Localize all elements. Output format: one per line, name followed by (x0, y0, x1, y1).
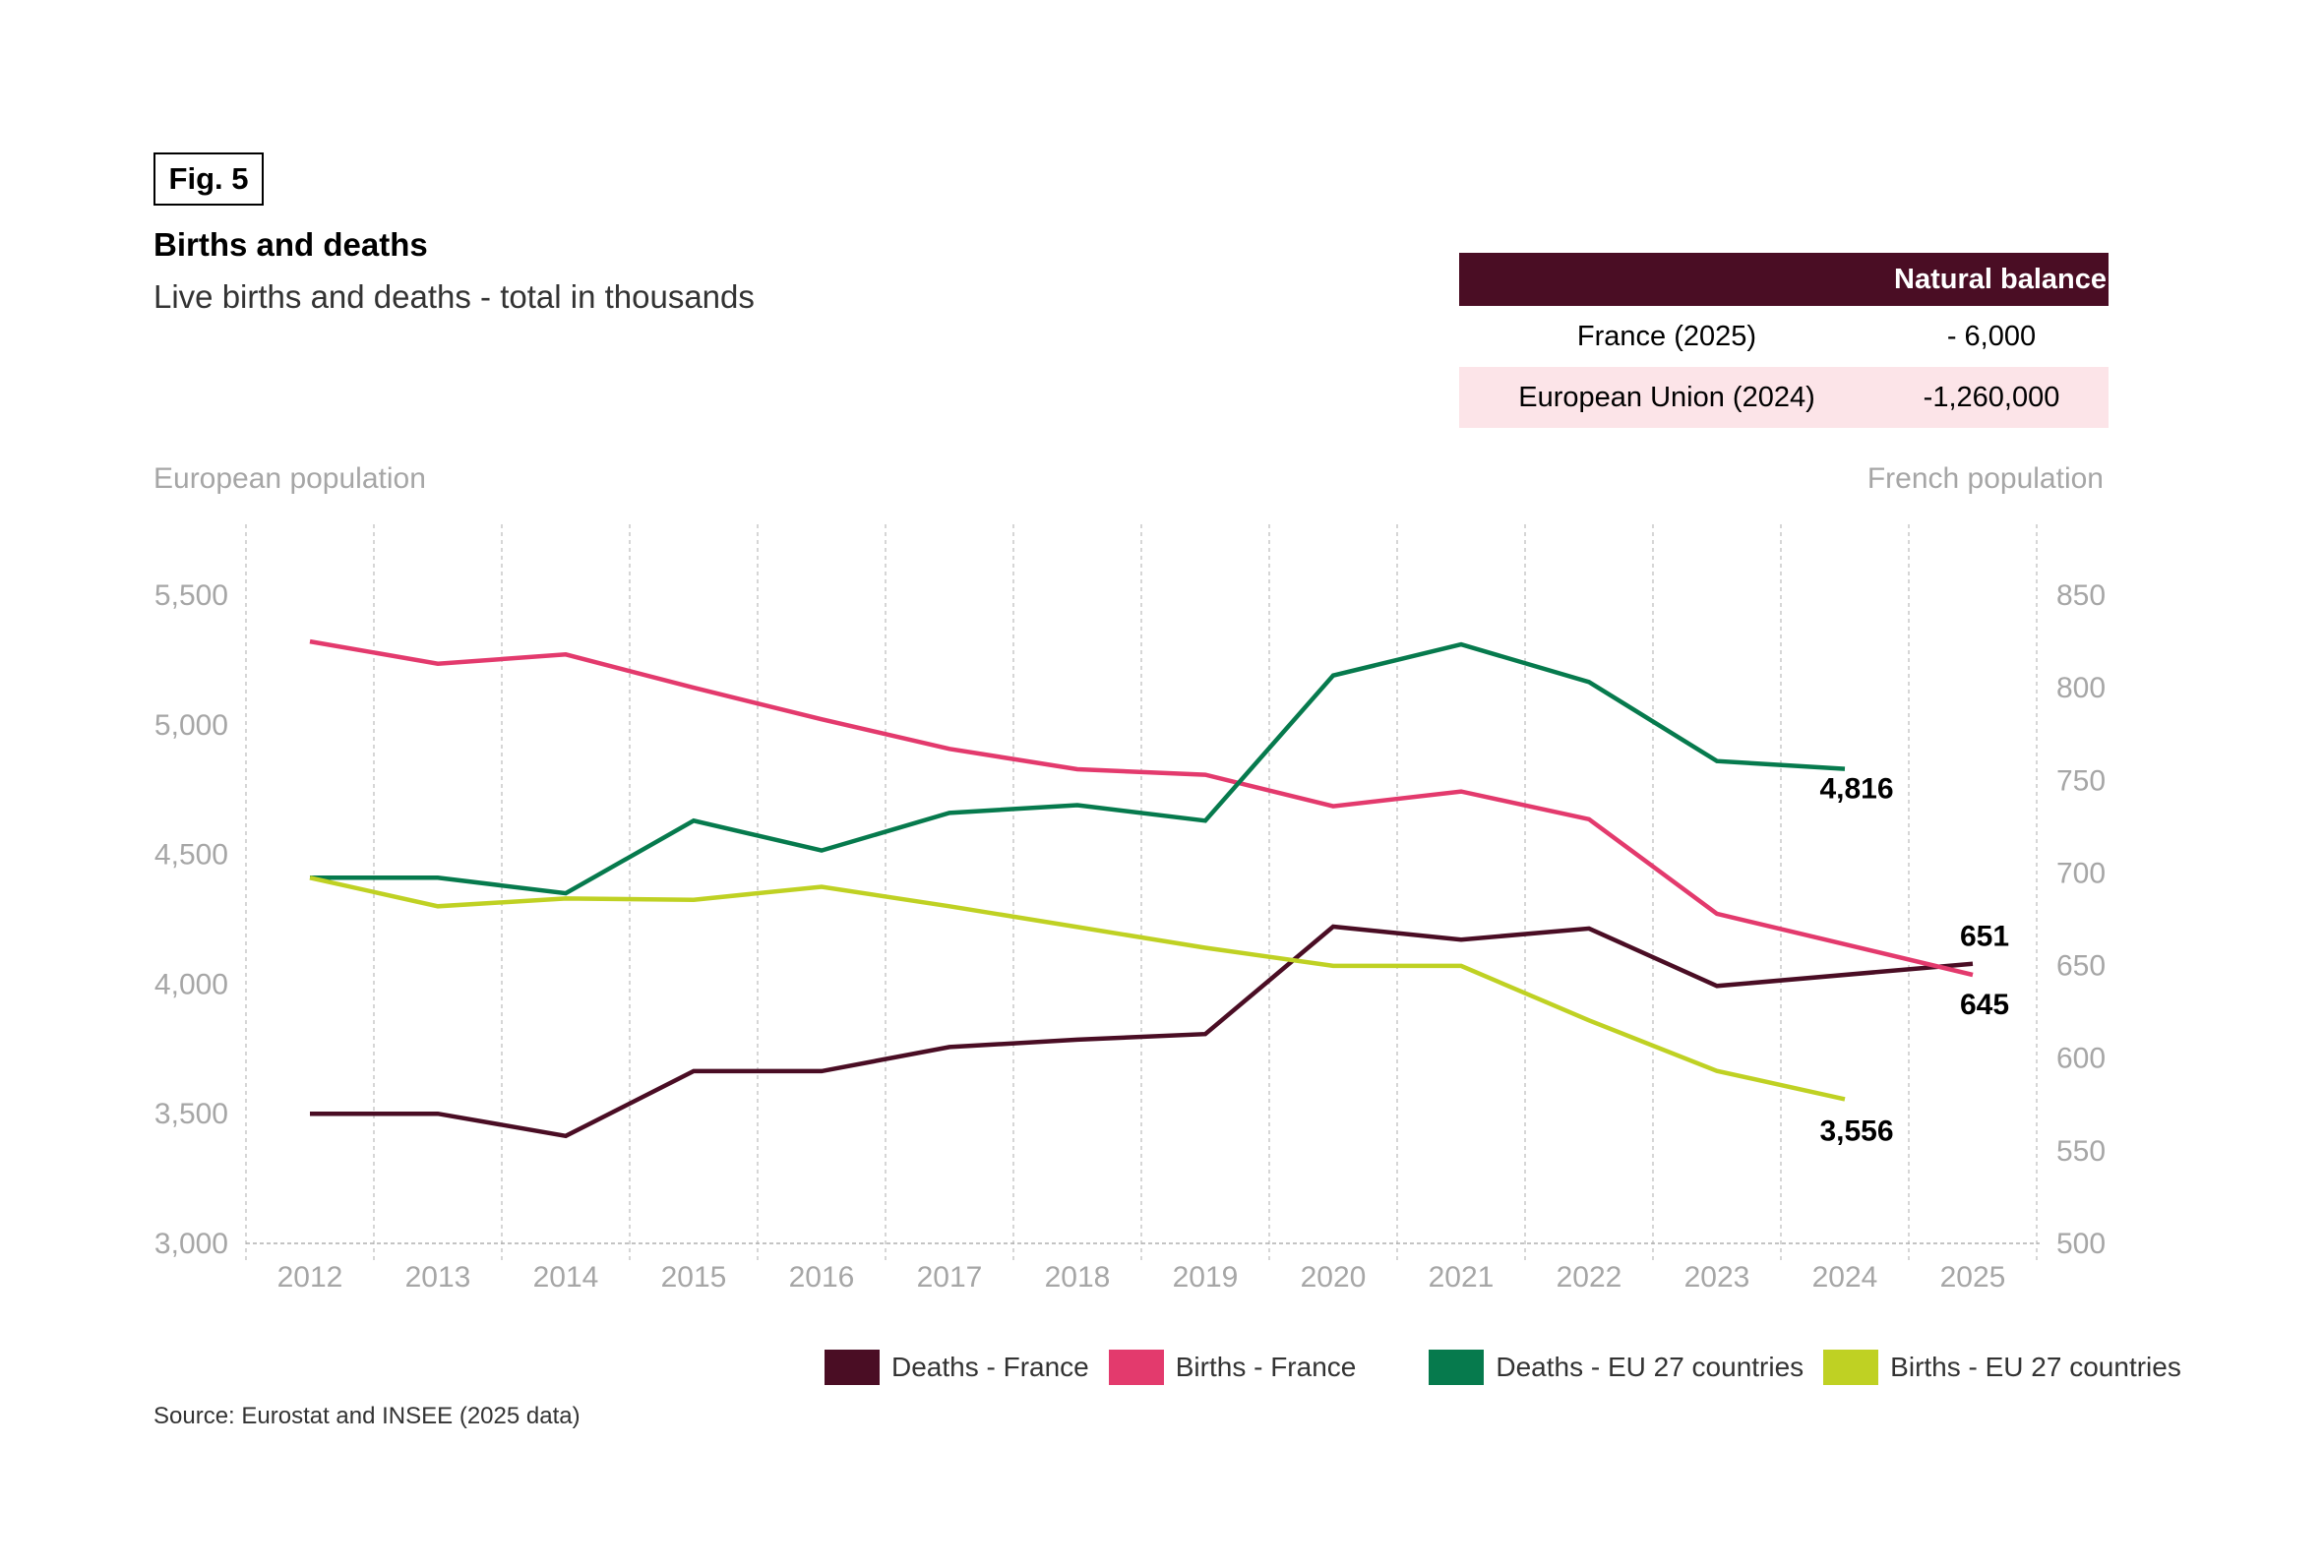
x-axis-tick-label: 2014 (533, 1261, 599, 1294)
legend-swatch (1108, 1350, 1164, 1385)
row-value: -1,260,000 (1874, 367, 2109, 428)
legend-item-births-eu: Births - EU 27 countries (1823, 1350, 2181, 1385)
legend-label: Births - France (1175, 1352, 1357, 1382)
x-axis-tick-label: 2016 (789, 1261, 855, 1294)
legend-label: Births - EU 27 countries (1890, 1352, 2181, 1382)
legend-item-deaths-france: Deaths - France (825, 1350, 1089, 1385)
legend-swatch (1823, 1350, 1879, 1385)
legend-label: Deaths - France (891, 1352, 1089, 1382)
x-axis-tick-label: 2017 (917, 1261, 983, 1294)
right-axis-tick-label: 850 (2056, 579, 2106, 612)
data-label: 651 (1960, 921, 2009, 953)
figure-label: Fig. 5 (153, 152, 264, 206)
legend-item-births-france: Births - France (1108, 1350, 1357, 1385)
right-axis-tick-label: 800 (2056, 672, 2106, 704)
left-axis-title: European population (153, 462, 426, 495)
data-label: 3,556 (1819, 1115, 1893, 1147)
left-axis-tick-label: 3,000 (154, 1228, 228, 1260)
right-axis-tick-label: 600 (2056, 1043, 2106, 1075)
x-axis-tick-label: 2019 (1173, 1261, 1239, 1294)
natural-balance-table: Natural balance France (2025) - 6,000 Eu… (1459, 253, 2109, 428)
row-label: European Union (2024) (1459, 367, 1874, 428)
x-axis-tick-label: 2022 (1557, 1261, 1622, 1294)
x-axis-tick-label: 2024 (1812, 1261, 1878, 1294)
data-label: 645 (1960, 989, 2009, 1021)
right-axis-tick-label: 700 (2056, 857, 2106, 889)
left-axis-tick-label: 4,000 (154, 968, 228, 1000)
legend-swatch (1429, 1350, 1485, 1385)
source-note: Source: Eurostat and INSEE (2025 data) (153, 1403, 581, 1429)
data-label: 4,816 (1819, 773, 1893, 806)
x-axis-tick-label: 2021 (1429, 1261, 1495, 1294)
right-axis-tick-label: 550 (2056, 1135, 2106, 1168)
x-axis-tick-label: 2012 (277, 1261, 343, 1294)
series-line-deaths-eu-27-countries (310, 641, 1846, 896)
x-axis-tick-label: 2013 (405, 1261, 471, 1294)
x-axis-tick-label: 2020 (1301, 1261, 1367, 1294)
right-axis-tick-label: 500 (2056, 1228, 2106, 1260)
x-axis-tick-label: 2023 (1684, 1261, 1750, 1294)
right-axis-title: French population (1866, 462, 2104, 495)
series-line-births-france (309, 638, 1974, 978)
row-value: - 6,000 (1874, 306, 2109, 367)
chart-legend: Deaths - France Births - France Deaths -… (825, 1350, 2181, 1385)
left-axis-tick-label: 4,500 (154, 839, 228, 872)
x-axis-tick-label: 2025 (1940, 1261, 2006, 1294)
right-axis-tick-label: 750 (2056, 764, 2106, 797)
series-line-births-eu-27-countries (309, 875, 1846, 1102)
left-axis-tick-label: 3,500 (154, 1098, 228, 1130)
chart-subtitle: Live births and deaths - total in thousa… (153, 278, 755, 315)
left-axis-tick-label: 5,000 (154, 709, 228, 742)
legend-label: Deaths - EU 27 countries (1496, 1352, 1804, 1382)
legend-item-deaths-eu: Deaths - EU 27 countries (1429, 1350, 1804, 1385)
x-axis-tick-label: 2015 (661, 1261, 727, 1294)
row-label: France (2025) (1459, 306, 1874, 367)
left-axis-tick-label: 5,500 (154, 579, 228, 612)
chart-title: Births and deaths (153, 226, 428, 263)
table-row: France (2025) - 6,000 (1459, 306, 2109, 367)
right-axis-tick-label: 650 (2056, 950, 2106, 983)
series-line-deaths-france (310, 924, 1974, 1139)
table-row: European Union (2024) -1,260,000 (1459, 367, 2109, 428)
natural-balance-header: Natural balance (1459, 253, 2109, 306)
x-axis-tick-label: 2018 (1045, 1261, 1111, 1294)
legend-swatch (825, 1350, 880, 1385)
